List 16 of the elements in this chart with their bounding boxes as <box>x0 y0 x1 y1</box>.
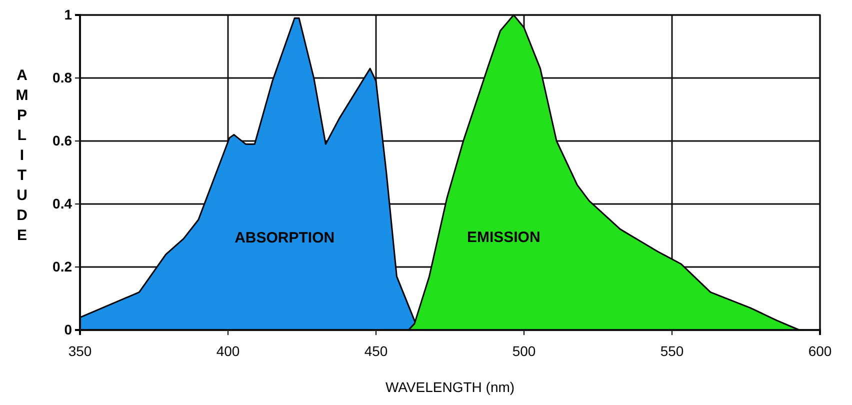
x-tick-label: 550 <box>660 343 684 360</box>
x-tick-label: 500 <box>512 343 536 360</box>
x-tick-label: 400 <box>216 343 240 360</box>
series-label: ABSORPTION <box>234 230 335 247</box>
x-tick-label: 350 <box>68 343 92 360</box>
y-tick-label: 0.6 <box>52 132 72 148</box>
y-tick-label: 0 <box>64 321 72 338</box>
text: AMPLITUDE <box>16 67 28 244</box>
y-tick-label: 0.8 <box>52 69 72 86</box>
x-axis-title: WAVELENGTH (nm) <box>385 379 515 395</box>
series-label: EMISSION <box>466 228 540 246</box>
y-tick-label: 0.4 <box>52 195 72 212</box>
y-tick-label: 0.2 <box>52 258 72 274</box>
y-tick-label: 1 <box>64 6 72 22</box>
x-tick-label: 450 <box>364 343 388 360</box>
x-tick-label: 600 <box>808 343 832 360</box>
